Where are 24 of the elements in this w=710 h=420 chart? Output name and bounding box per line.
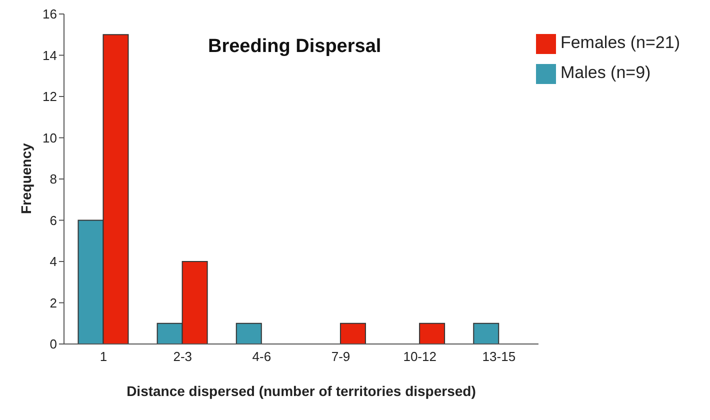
y-tick-label: 4 bbox=[50, 254, 57, 270]
x-tick-label: 13-15 bbox=[482, 349, 516, 364]
bar bbox=[419, 322, 446, 344]
x-tick-label: 2-3 bbox=[173, 349, 192, 364]
y-tick-label: 6 bbox=[50, 212, 57, 228]
y-tick-label: 0 bbox=[50, 336, 57, 352]
x-tick-label: 10-12 bbox=[403, 349, 436, 364]
y-tick-label: 2 bbox=[50, 295, 57, 310]
y-tick-label: 16 bbox=[42, 6, 57, 22]
x-tick-label: 7-9 bbox=[331, 349, 350, 364]
x-tick-label: 4-6 bbox=[252, 349, 272, 364]
legend-label: Females (n=21) bbox=[560, 33, 680, 52]
x-tick-label: 1 bbox=[100, 349, 108, 364]
bar bbox=[236, 322, 262, 344]
y-tick-label: 10 bbox=[42, 130, 57, 146]
y-tick-label: 12 bbox=[42, 89, 57, 104]
text: Breeding Dispersal bbox=[208, 36, 382, 58]
y-tick-label: 8 bbox=[50, 172, 57, 187]
legend-label: Males (n=9) bbox=[560, 63, 651, 82]
y-axis-title: Frequency bbox=[18, 142, 34, 214]
bar bbox=[340, 322, 366, 344]
x-axis-title: Distance dispersed (number of territories dispersed) bbox=[126, 383, 476, 399]
bar bbox=[473, 322, 500, 344]
y-tick-label: 14 bbox=[42, 48, 57, 63]
